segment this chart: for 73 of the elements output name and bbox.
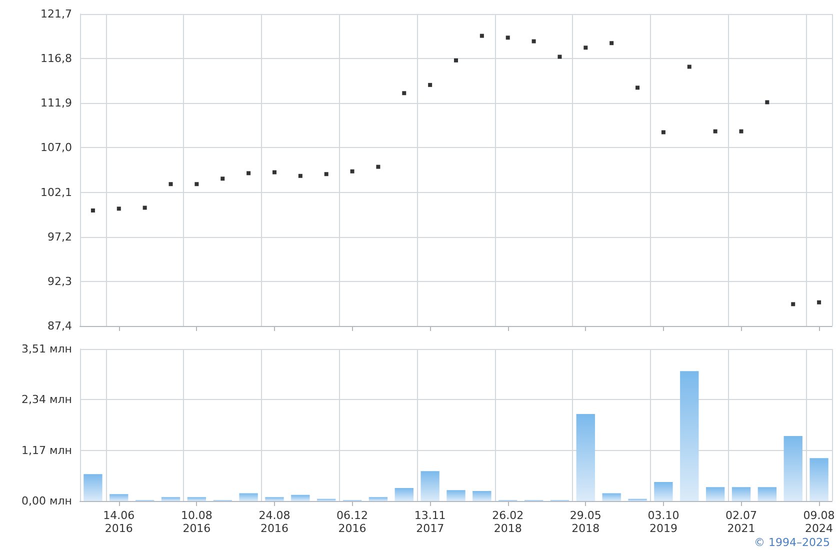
point [324,172,328,176]
y-tick-label: 121,7 [40,8,72,20]
bar [472,491,492,501]
bar [110,494,128,501]
y-tick-label: 0,00 млн [21,494,72,508]
point [636,86,640,90]
y-tick-label: 3,51 млн [21,342,72,356]
bar [368,497,388,501]
y-tick-label: 2,34 млн [21,393,72,406]
bar [810,458,828,501]
y-tick-label: 92,3 [48,274,72,288]
point [661,130,666,134]
bar [654,482,673,501]
point [376,164,380,169]
bar [84,474,102,501]
bar [758,487,777,501]
bar [706,487,725,501]
bar [784,436,802,501]
bar [291,494,310,501]
point [713,129,718,134]
point [584,46,588,50]
x-tick-label: 26.02 2018 [492,509,524,535]
point [506,36,510,40]
point [116,206,121,211]
point [739,129,744,134]
x-tick-label: 29.05 2018 [570,509,602,535]
point [558,54,562,59]
x-tick-label: 06.12 2016 [336,509,368,535]
point [428,82,432,87]
bar [187,497,206,501]
x-tick-label: 02.07 2021 [725,509,757,535]
y-tick-label: 111,9 [40,96,72,110]
point [610,41,614,46]
bar [446,490,466,501]
y-tick-label: 1,17 млн [21,444,72,457]
x-tick-label: 13.11 2017 [414,509,446,535]
point [480,34,484,38]
y-tick-label: 97,2 [48,230,72,244]
y-tick-label: 116,8 [40,52,72,66]
x-tick-label: 09.08 2024 [803,509,835,535]
bar [576,414,595,501]
bar [265,497,284,501]
point [817,300,822,304]
point [194,182,199,186]
point [168,182,173,186]
point [142,206,147,210]
bar [420,471,440,501]
point [454,58,458,62]
bar [602,493,621,501]
point [272,170,276,174]
point [532,39,536,44]
point [246,171,251,176]
bar [394,488,414,501]
point [220,176,225,181]
y-tick-label: 107,0 [40,141,72,154]
point [402,91,406,96]
bar [680,371,699,501]
bar [732,487,751,501]
y-tick-label: 87,4 [48,320,72,332]
bar [239,493,258,501]
x-tick-label: 24.08 2016 [258,509,290,535]
x-tick-label: 14.06 2016 [103,509,135,535]
point [765,100,770,104]
x-tick-label: 03.10 2019 [648,509,680,535]
bar [161,497,180,501]
point [687,64,692,69]
point [791,302,796,306]
text: © 1994–2025 [754,536,830,549]
x-tick-label: 10.08 2016 [180,509,212,535]
point [350,169,354,174]
point [298,174,302,178]
y-tick-label: 102,1 [40,186,72,199]
point [90,208,95,212]
